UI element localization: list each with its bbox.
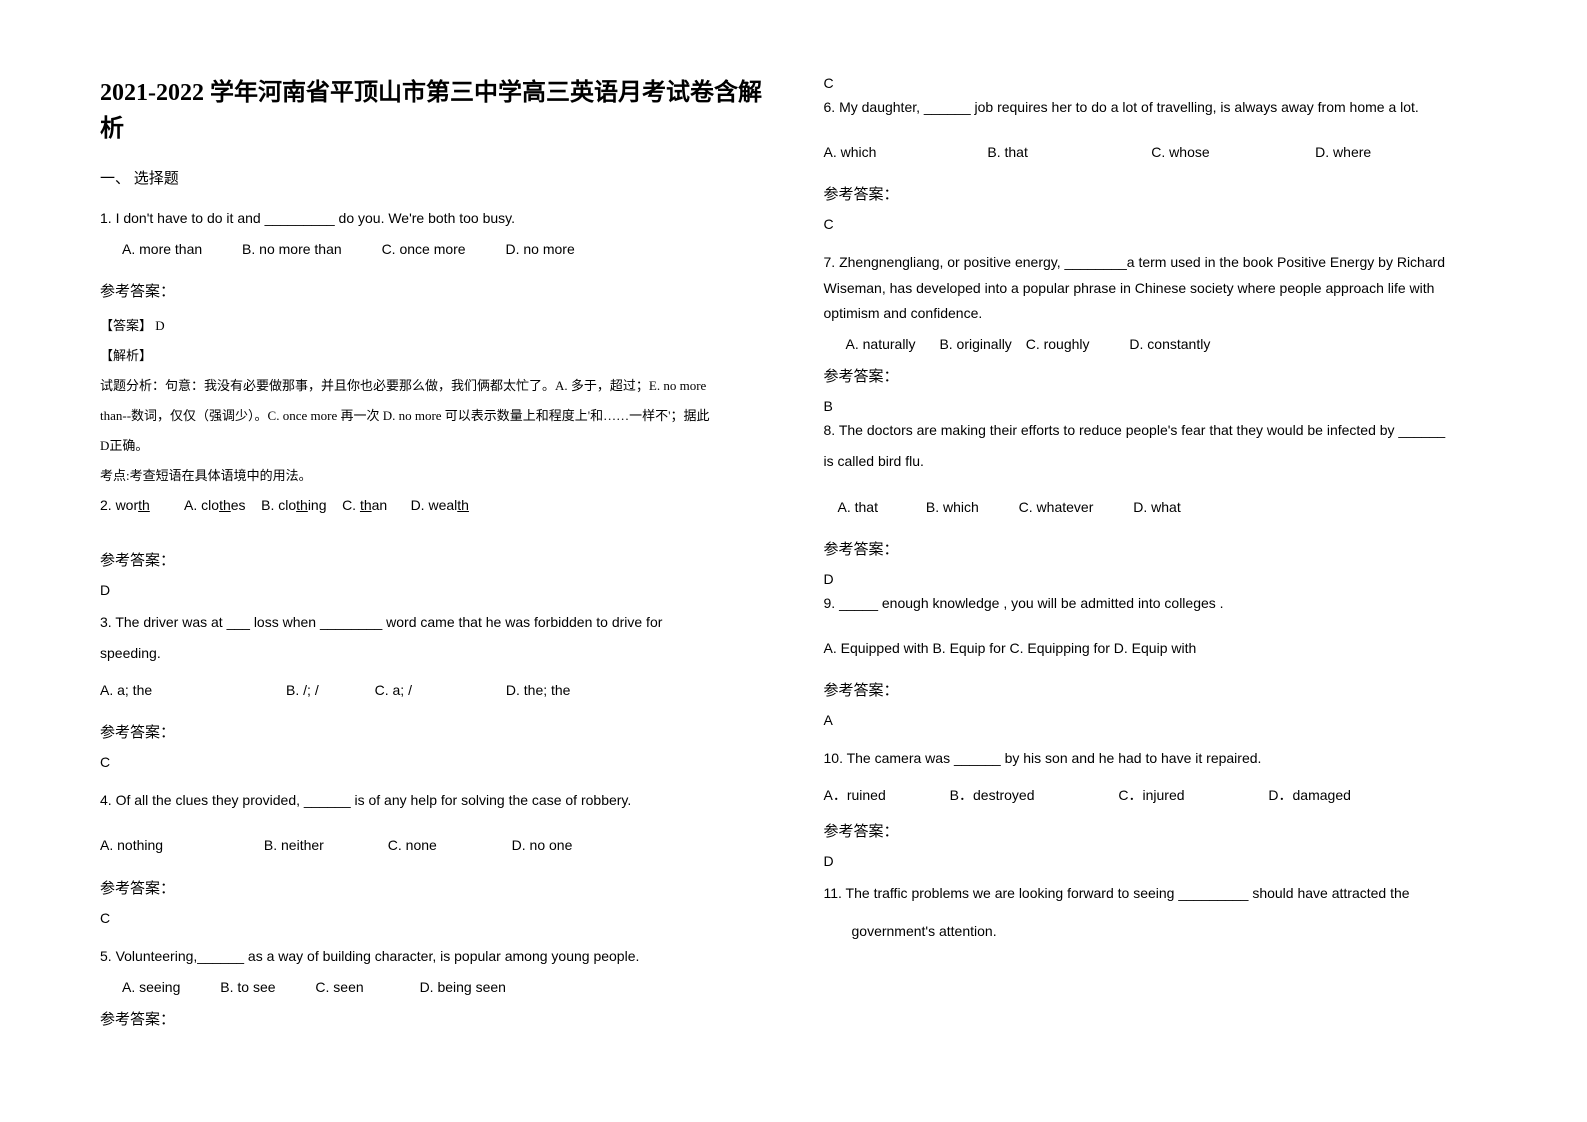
q2-answer-label: 参考答案： bbox=[100, 549, 764, 570]
q6-opt-b: B. that bbox=[987, 140, 1147, 165]
q1-explain-3: D正确。 bbox=[100, 433, 764, 459]
q1-options: A. more than B. no more than C. once mor… bbox=[100, 237, 764, 262]
q2-opt-c-u: th bbox=[360, 497, 372, 513]
q3-answer-label: 参考答案： bbox=[100, 721, 764, 742]
q10-opt-d: D．damaged bbox=[1268, 783, 1351, 808]
q8-text-2: is called bird flu. bbox=[824, 449, 1488, 474]
q5-opt-c: C. seen bbox=[315, 975, 363, 1000]
q4-answer: C bbox=[100, 910, 764, 926]
q1-opt-c: C. once more bbox=[382, 237, 466, 262]
q6-opt-d: D. where bbox=[1315, 140, 1371, 165]
q1-opt-b: B. no more than bbox=[242, 237, 342, 262]
left-column: 2021-2022 学年河南省平顶山市第三中学高三英语月考试卷含解析 一、 选择… bbox=[100, 75, 764, 1047]
q7-answer: B bbox=[824, 398, 1488, 414]
q4-opt-d: D. no one bbox=[512, 833, 573, 858]
q10-text: 10. The camera was ______ by his son and… bbox=[824, 746, 1488, 771]
q11-text-2: government's attention. bbox=[824, 919, 1488, 944]
q9-answer: A bbox=[824, 712, 1488, 728]
q2-answer: D bbox=[100, 582, 764, 598]
q7-answer-label: 参考答案： bbox=[824, 365, 1488, 386]
q4-opt-b: B. neither bbox=[264, 833, 384, 858]
q8-opt-c: C. whatever bbox=[1019, 495, 1094, 520]
q7-text-1: 7. Zhengnengliang, or positive energy, _… bbox=[824, 250, 1488, 275]
q2-opt-c-post: an bbox=[372, 497, 388, 513]
q9-answer-label: 参考答案： bbox=[824, 679, 1488, 700]
q7-text-3: optimism and confidence. bbox=[824, 301, 1488, 326]
q7-opt-b: B. originally bbox=[939, 332, 1011, 357]
q10-opt-c: C．injured bbox=[1118, 783, 1184, 808]
q4-options: A. nothing B. neither C. none D. no one bbox=[100, 833, 764, 858]
q8-options: A. that B. which C. whatever D. what bbox=[824, 495, 1488, 520]
q2-opt-d-pre: D. weal bbox=[411, 497, 458, 513]
q2-opt-a-pre: A. clo bbox=[184, 497, 219, 513]
q1-answer-label: 参考答案： bbox=[100, 280, 764, 301]
q3-opt-b: B. /; / bbox=[286, 678, 319, 703]
q8-answer: D bbox=[824, 571, 1488, 587]
q8-answer-label: 参考答案： bbox=[824, 538, 1488, 559]
q7-opt-a: A. naturally bbox=[846, 332, 916, 357]
q3-opt-c: C. a; / bbox=[375, 678, 412, 703]
q9-text: 9. _____ enough knowledge , you will be … bbox=[824, 591, 1488, 616]
q2-opt-b-post: ing bbox=[308, 497, 327, 513]
q2-opt-d-u: th bbox=[457, 497, 469, 513]
document-title: 2021-2022 学年河南省平顶山市第三中学高三英语月考试卷含解析 bbox=[100, 75, 764, 147]
q1-explain-2: than--数词，仅仅（强调少）。C. once more 再一次 D. no … bbox=[100, 403, 764, 429]
q2-opt-b-u: th bbox=[296, 497, 308, 513]
section-heading: 一、 选择题 bbox=[100, 167, 764, 188]
q10-answer-label: 参考答案： bbox=[824, 820, 1488, 841]
q1-opt-a: A. more than bbox=[122, 237, 202, 262]
q1-boxed-answer: 【答案】 D bbox=[100, 313, 764, 339]
q3-answer: C bbox=[100, 754, 764, 770]
right-column: C 6. My daughter, ______ job requires he… bbox=[824, 75, 1488, 1047]
q3-opt-a: A. a; the bbox=[100, 678, 152, 703]
q1-opt-d: D. no more bbox=[506, 237, 575, 262]
q7-opt-c: C. roughly bbox=[1026, 332, 1090, 357]
q10-opt-b: B．destroyed bbox=[950, 783, 1035, 808]
q2-text: 2. wor bbox=[100, 497, 138, 513]
q6-options: A. which B. that C. whose D. where bbox=[824, 140, 1488, 165]
q5-opt-b: B. to see bbox=[220, 975, 275, 1000]
q7-text-2: Wiseman, has developed into a popular ph… bbox=[824, 276, 1488, 301]
q11-text-1: 11. The traffic problems we are looking … bbox=[824, 881, 1488, 906]
q6-answer: C bbox=[824, 216, 1488, 232]
q1-explain-4: 考点:考查短语在具体语境中的用法。 bbox=[100, 463, 764, 489]
q10-options: A．ruined B．destroyed C．injured D．damaged bbox=[824, 783, 1488, 808]
q6-text: 6. My daughter, ______ job requires her … bbox=[824, 95, 1488, 120]
q2-opt-b-pre: B. clo bbox=[261, 497, 296, 513]
q8-text-1: 8. The doctors are making their efforts … bbox=[824, 418, 1488, 443]
q1-boxed-explain-label: 【解析】 bbox=[100, 343, 764, 369]
q2-underlined: th bbox=[138, 497, 150, 513]
q8-opt-b: B. which bbox=[926, 495, 979, 520]
q7-opt-d: D. constantly bbox=[1129, 332, 1210, 357]
q6-opt-a: A. which bbox=[824, 140, 984, 165]
q4-text: 4. Of all the clues they provided, _____… bbox=[100, 788, 764, 813]
q6-opt-c: C. whose bbox=[1151, 140, 1311, 165]
q8-opt-d: D. what bbox=[1133, 495, 1180, 520]
q10-answer: D bbox=[824, 853, 1488, 869]
q4-answer-label: 参考答案： bbox=[100, 877, 764, 898]
q8-opt-a: A. that bbox=[838, 495, 878, 520]
q9-options: A. Equipped with B. Equip for C. Equippi… bbox=[824, 636, 1488, 661]
q1-text: 1. I don't have to do it and _________ d… bbox=[100, 206, 764, 231]
q3-opt-d: D. the; the bbox=[506, 678, 571, 703]
q5-options: A. seeing B. to see C. seen D. being see… bbox=[100, 975, 764, 1000]
q5-opt-d: D. being seen bbox=[420, 975, 506, 1000]
q3-options: A. a; the B. /; / C. a; / D. the; the bbox=[100, 678, 764, 703]
q2-opt-a-u: th bbox=[219, 497, 231, 513]
q1-explain-1: 试题分析：句意：我没有必要做那事，并且你也必要那么做，我们俩都太忙了。A. 多于… bbox=[100, 373, 764, 399]
q4-opt-c: C. none bbox=[388, 833, 508, 858]
q5-opt-a: A. seeing bbox=[122, 975, 180, 1000]
q5-answer-label: 参考答案： bbox=[100, 1008, 764, 1029]
q3-text-1: 3. The driver was at ___ loss when _____… bbox=[100, 610, 764, 635]
q10-opt-a: A．ruined bbox=[824, 783, 886, 808]
q4-opt-a: A. nothing bbox=[100, 833, 260, 858]
q7-options: A. naturally B. originally C. roughly D.… bbox=[824, 332, 1488, 357]
q3-text-2: speeding. bbox=[100, 641, 764, 666]
q2-opt-c-pre: C. bbox=[342, 497, 360, 513]
q5-answer: C bbox=[824, 75, 1488, 91]
q6-answer-label: 参考答案： bbox=[824, 183, 1488, 204]
q2-opt-a-post: es bbox=[231, 497, 246, 513]
q2-line: 2. worth A. clothes B. clothing C. than … bbox=[100, 493, 764, 518]
q5-text: 5. Volunteering,______ as a way of build… bbox=[100, 944, 764, 969]
